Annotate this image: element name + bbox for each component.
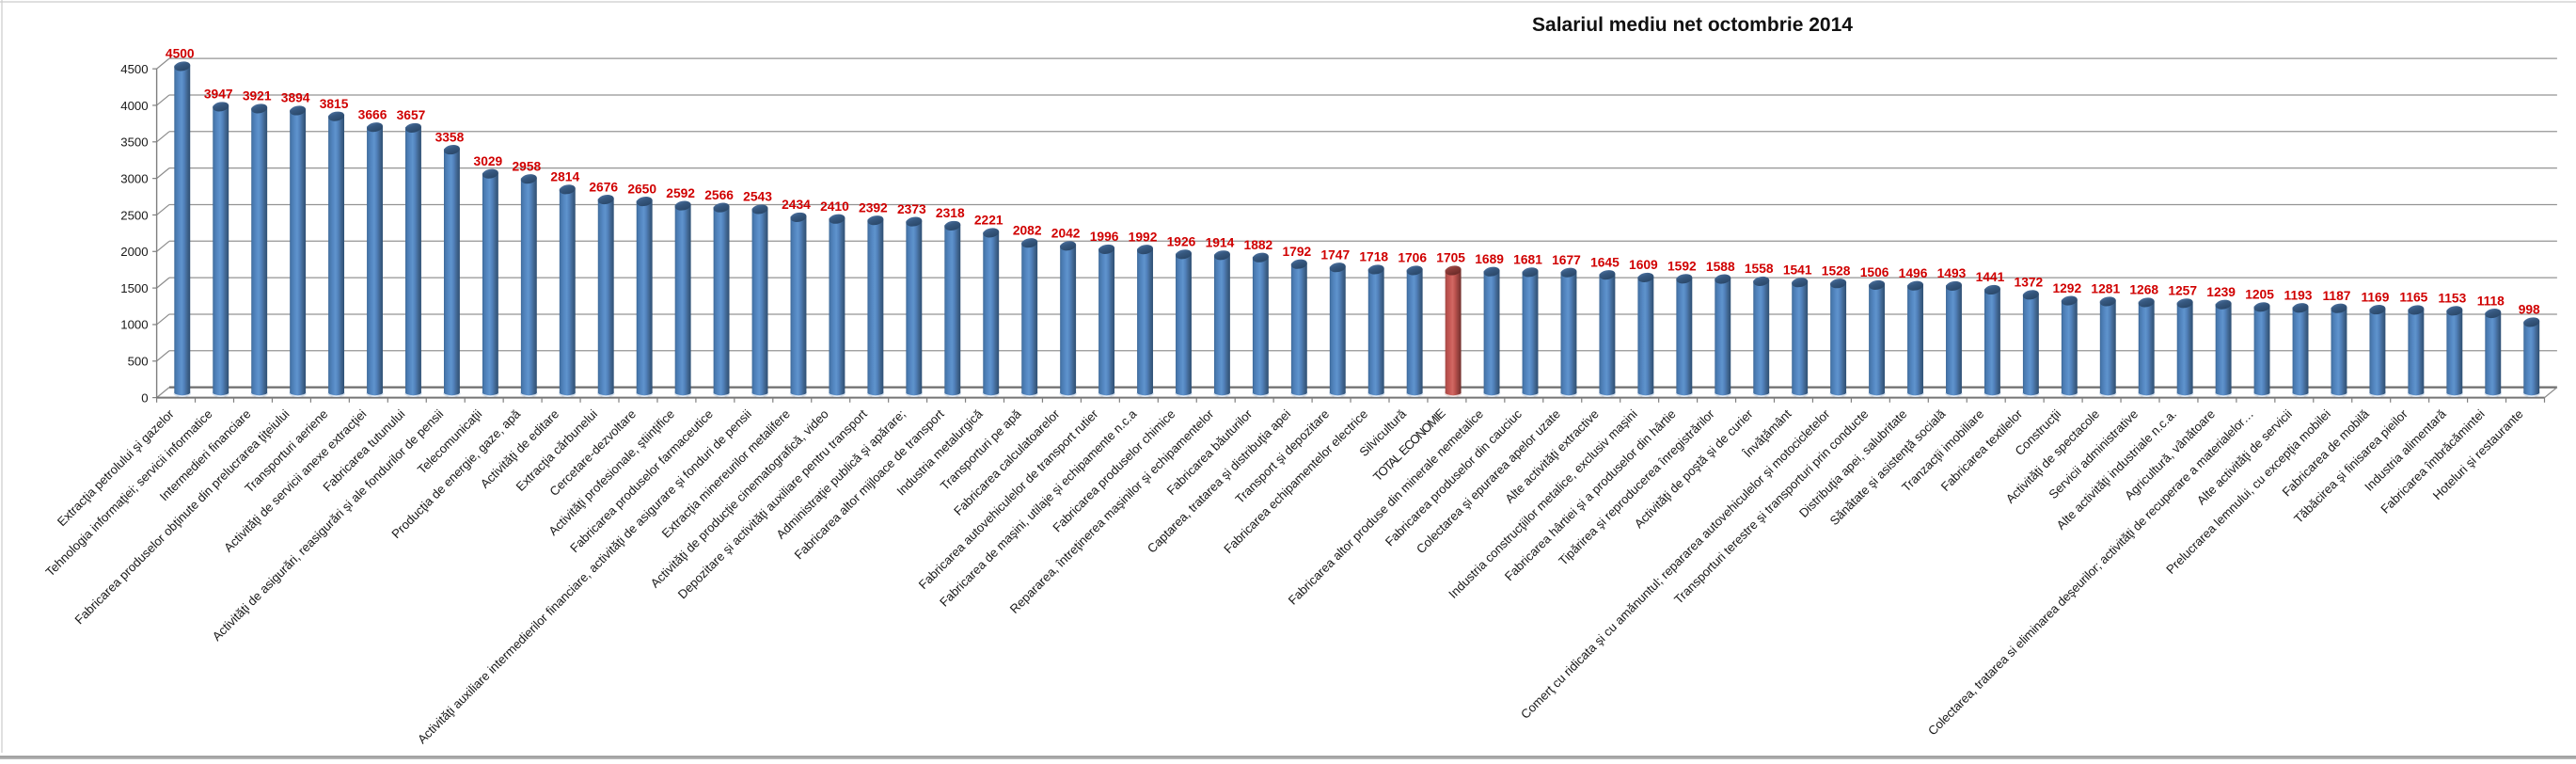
svg-text:1506: 1506 bbox=[1860, 265, 1889, 279]
svg-text:1441: 1441 bbox=[1976, 270, 2005, 284]
svg-text:1914: 1914 bbox=[1206, 235, 1235, 249]
svg-text:2434: 2434 bbox=[782, 198, 811, 212]
svg-text:1677: 1677 bbox=[1552, 253, 1581, 267]
svg-text:2958: 2958 bbox=[512, 159, 541, 173]
svg-text:1792: 1792 bbox=[1282, 245, 1311, 259]
svg-text:1257: 1257 bbox=[2168, 283, 2197, 297]
svg-text:1239: 1239 bbox=[2206, 285, 2236, 299]
svg-text:1992: 1992 bbox=[1129, 230, 1158, 244]
svg-text:2814: 2814 bbox=[550, 170, 579, 184]
svg-text:998: 998 bbox=[2519, 303, 2540, 317]
svg-text:3500: 3500 bbox=[120, 135, 148, 150]
svg-text:0: 0 bbox=[141, 390, 148, 405]
svg-text:2500: 2500 bbox=[120, 208, 148, 222]
svg-text:3657: 3657 bbox=[397, 108, 426, 122]
svg-text:3921: 3921 bbox=[243, 89, 272, 103]
svg-text:1645: 1645 bbox=[1590, 255, 1620, 269]
svg-text:1996: 1996 bbox=[1090, 230, 1119, 244]
svg-text:1187: 1187 bbox=[2323, 289, 2351, 303]
svg-text:3666: 3666 bbox=[358, 107, 387, 121]
svg-text:1281: 1281 bbox=[2091, 282, 2120, 296]
svg-text:1292: 1292 bbox=[2052, 281, 2081, 295]
svg-text:4500: 4500 bbox=[120, 62, 148, 76]
svg-text:2082: 2082 bbox=[1013, 223, 1042, 237]
svg-text:3029: 3029 bbox=[474, 154, 503, 168]
svg-text:1609: 1609 bbox=[1629, 258, 1658, 272]
svg-text:1718: 1718 bbox=[1359, 250, 1388, 264]
svg-text:2221: 2221 bbox=[974, 214, 1004, 228]
svg-text:1268: 1268 bbox=[2129, 283, 2158, 297]
svg-text:2592: 2592 bbox=[666, 186, 695, 200]
svg-text:500: 500 bbox=[128, 355, 149, 369]
svg-text:2543: 2543 bbox=[743, 190, 772, 204]
svg-text:2042: 2042 bbox=[1051, 227, 1081, 241]
svg-text:1882: 1882 bbox=[1244, 238, 1273, 252]
svg-text:1558: 1558 bbox=[1745, 262, 1774, 276]
svg-text:2000: 2000 bbox=[120, 245, 148, 259]
svg-text:1000: 1000 bbox=[120, 318, 148, 332]
svg-text:3947: 3947 bbox=[204, 88, 233, 102]
svg-text:1528: 1528 bbox=[1822, 263, 1851, 278]
svg-text:4500: 4500 bbox=[166, 47, 195, 61]
svg-text:1747: 1747 bbox=[1320, 247, 1350, 262]
svg-text:1193: 1193 bbox=[2284, 288, 2313, 302]
svg-text:1706: 1706 bbox=[1398, 251, 1427, 265]
svg-text:1541: 1541 bbox=[1783, 263, 1812, 277]
svg-text:2373: 2373 bbox=[897, 202, 926, 216]
svg-text:1372: 1372 bbox=[2015, 276, 2044, 290]
svg-text:1493: 1493 bbox=[1937, 266, 1967, 280]
svg-text:1496: 1496 bbox=[1899, 266, 1928, 280]
svg-text:3000: 3000 bbox=[120, 171, 148, 185]
svg-text:2392: 2392 bbox=[859, 200, 888, 215]
svg-text:4000: 4000 bbox=[120, 99, 148, 113]
svg-text:2410: 2410 bbox=[820, 199, 849, 214]
svg-text:1926: 1926 bbox=[1167, 235, 1196, 249]
svg-text:1689: 1689 bbox=[1475, 252, 1504, 266]
svg-text:2566: 2566 bbox=[704, 188, 734, 202]
svg-text:1153: 1153 bbox=[2438, 292, 2466, 306]
svg-text:2650: 2650 bbox=[627, 182, 656, 196]
svg-text:2676: 2676 bbox=[589, 180, 618, 194]
svg-text:3815: 3815 bbox=[320, 97, 349, 111]
svg-text:3894: 3894 bbox=[281, 91, 310, 105]
svg-text:1165: 1165 bbox=[2399, 291, 2427, 305]
svg-text:1118: 1118 bbox=[2477, 294, 2505, 308]
svg-text:1681: 1681 bbox=[1513, 253, 1542, 267]
svg-text:1705: 1705 bbox=[1436, 251, 1465, 265]
svg-text:3358: 3358 bbox=[435, 130, 465, 144]
svg-text:1592: 1592 bbox=[1667, 259, 1697, 273]
svg-text:1169: 1169 bbox=[2361, 290, 2389, 304]
svg-text:2318: 2318 bbox=[936, 206, 965, 220]
svg-text:1205: 1205 bbox=[2245, 288, 2274, 302]
svg-text:1500: 1500 bbox=[120, 281, 148, 295]
svg-text:Salariul mediu net octombrie 2: Salariul mediu net octombrie 2014 bbox=[1532, 13, 1853, 36]
svg-text:1588: 1588 bbox=[1706, 260, 1735, 274]
